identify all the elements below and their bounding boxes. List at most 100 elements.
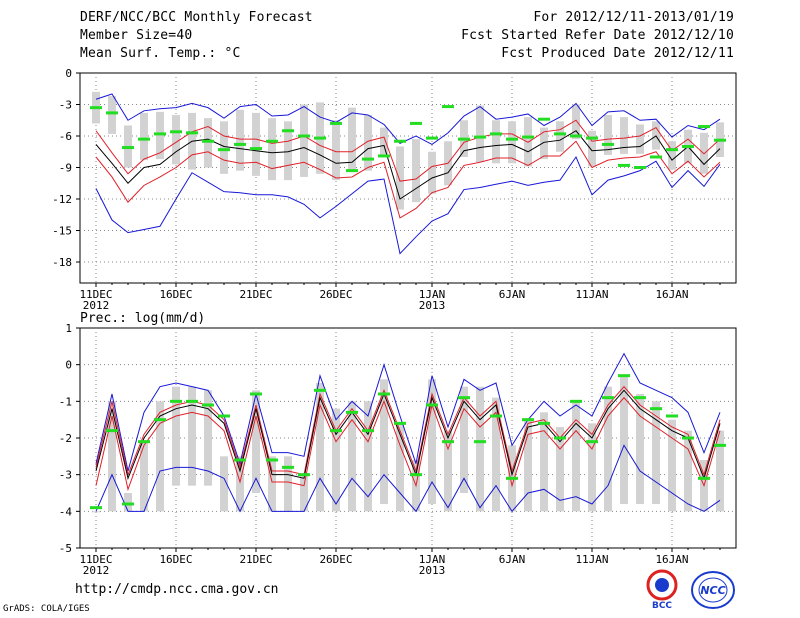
panel2-xtick-label-5-0: 6JAN [499,553,526,566]
panel2-observed-4 [154,418,166,422]
panel1-series-median [95,130,721,200]
panel2-box-37 [684,430,692,512]
panel2-box-22 [444,430,452,512]
panel2-ytick-label-2: -1 [59,395,72,408]
panel2-observed-34 [634,396,646,400]
panel1-box-16 [348,107,356,172]
panel1-observed-6 [186,131,198,135]
panel2-observed-16 [346,410,358,414]
panel2-observed-21 [426,403,438,407]
panel2-box-29 [556,427,564,512]
panel2-box-21 [428,379,436,504]
panel1-xtick-label-1-0: 16DEC [159,288,192,301]
panel1-xtick-label-3-0: 26DEC [319,288,352,301]
panel2-ytick-label-1: 0 [65,359,72,372]
panel2-observed-19 [394,421,406,425]
panel2-series-q25 [95,396,721,492]
panel1-box-36 [668,141,676,170]
panel2-series-q75 [95,385,721,477]
panel1-observed-13 [298,134,310,138]
panel1-ytick-label-4: -12 [52,193,72,206]
panel2-box-9 [236,456,244,512]
panel1-observed-18 [378,154,390,158]
bcc-logo: BCC [646,569,678,610]
panel1-observed-23 [458,137,470,141]
panel2-box-7 [204,390,212,486]
panel1-xtick-label-4-0: 1JAN [419,288,446,301]
header-period: For 2012/12/11-2013/01/19 [533,10,734,25]
panel1-box-1 [108,96,116,134]
panel2-box-24 [476,386,484,512]
panel2-box-16 [348,401,356,512]
panel2-observed-17 [362,429,374,433]
panel2-observed-0 [90,506,102,510]
panel1-series-min [95,155,721,255]
panel1-box-25 [492,120,500,164]
panel2-box-13 [300,474,308,512]
panel1-observed-15 [330,121,342,125]
panel1-box-32 [604,115,612,155]
panel1-observed-24 [474,135,486,139]
panel2-box-35 [652,401,660,504]
panel2-observed-5 [170,399,182,403]
panel2-series-max [95,352,721,472]
panel1-observed-37 [682,145,694,148]
footer-url[interactable]: http://cmdp.ncc.cma.gov.cn [75,582,279,597]
panel2-ytick-label-6: -5 [59,542,72,555]
panel1-box-34 [636,124,644,154]
bcc-logo-text: BCC [652,601,672,610]
panel2-title: Prec.: log(mm/d) [80,311,205,326]
panel2-observed-3 [138,440,150,444]
panel2-observed-14 [314,388,326,392]
panel2-xtick-label-4-1: 2013 [419,564,446,577]
panel1-box-8 [220,121,228,174]
panel2-observed-23 [458,396,470,400]
panel2-observed-10 [250,392,262,396]
panel2-series-min [95,444,721,513]
panel2-observed-38 [698,476,710,480]
panel1-box-29 [556,121,564,152]
panel2-series-median [95,389,721,481]
panel1-observed-14 [314,136,326,140]
panel1-observed-17 [362,157,374,161]
panel1-box-4 [156,111,164,160]
ncc-logo-text: NCC [700,584,725,597]
header-variable: Mean Surf. Temp.: °C [80,46,241,61]
panel1-box-33 [620,117,628,154]
panel1-xtick-label-6-0: 11JAN [575,288,608,301]
panel1-observed-22 [442,105,454,109]
panel2-observed-15 [330,429,342,433]
panel2-observed-18 [378,392,390,396]
panel1-xtick-label-0-1: 2012 [83,299,110,312]
panel1-observed-35 [650,155,662,159]
panel2-box-27 [524,419,532,512]
panel2-box-10 [252,390,260,493]
panel1-observed-32 [602,142,614,146]
panel2-box-6 [188,386,196,486]
panel1-box-12 [284,121,292,181]
panel2-box-12 [284,456,292,512]
panel1-box-19 [396,146,404,210]
panel1-observed-12 [282,129,294,133]
panel2-box-14 [316,383,324,512]
panel2-observed-30 [570,399,582,403]
panel2-box-4 [156,401,164,512]
panel2-box-30 [572,401,580,512]
panel1-series-q75 [95,119,721,182]
panel2-observed-1 [106,429,118,433]
panel1-observed-25 [490,132,502,136]
panel2-box-31 [588,423,596,512]
panel1-observed-3 [138,137,150,141]
footer-grads: GrADS: COLA/IGES [3,604,90,614]
panel1-xtick-label-4-1: 2013 [419,299,446,312]
panel1-ytick-label-6: -18 [52,256,72,269]
panel1-xtick-label-7-0: 16JAN [655,288,688,301]
panel2-box-23 [460,386,468,493]
panel1-observed-4 [154,132,166,136]
panel1-box-24 [476,105,484,163]
panel2-observed-12 [282,465,294,469]
panel2-observed-25 [490,414,502,418]
panel1-observed-20 [410,121,422,125]
panel2-box-15 [332,408,340,512]
